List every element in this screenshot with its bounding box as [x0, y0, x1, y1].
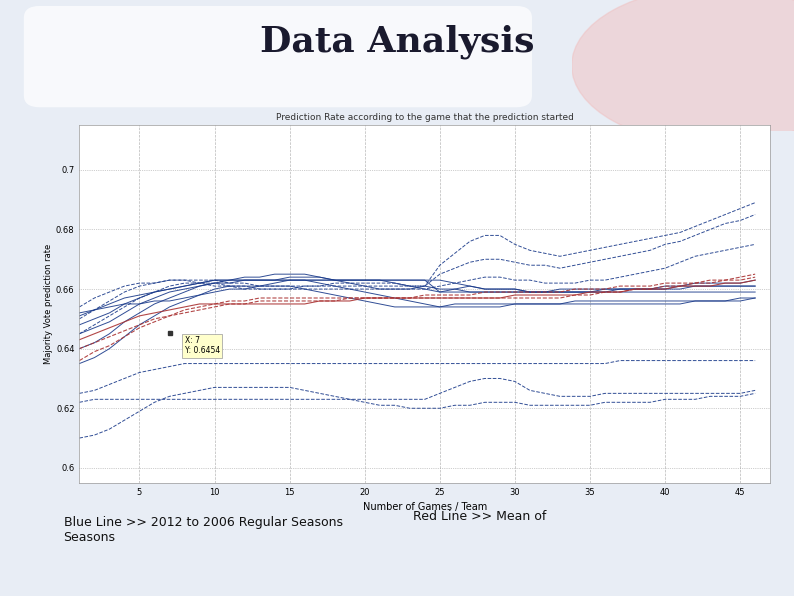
- Text: Red Line >> Mean of: Red Line >> Mean of: [413, 510, 546, 523]
- Text: Data Analysis: Data Analysis: [260, 24, 534, 59]
- Title: Prediction Rate according to the game that the prediction started: Prediction Rate according to the game th…: [276, 113, 574, 122]
- Text: Blue Line >> 2012 to 2006 Regular Seasons
Seasons: Blue Line >> 2012 to 2006 Regular Season…: [64, 516, 342, 544]
- Text: X: 7
Y: 0.6454: X: 7 Y: 0.6454: [184, 336, 220, 355]
- Circle shape: [572, 0, 794, 144]
- X-axis label: Number of Games / Team: Number of Games / Team: [363, 502, 487, 512]
- Y-axis label: Majority Vote prediction rate: Majority Vote prediction rate: [44, 244, 53, 364]
